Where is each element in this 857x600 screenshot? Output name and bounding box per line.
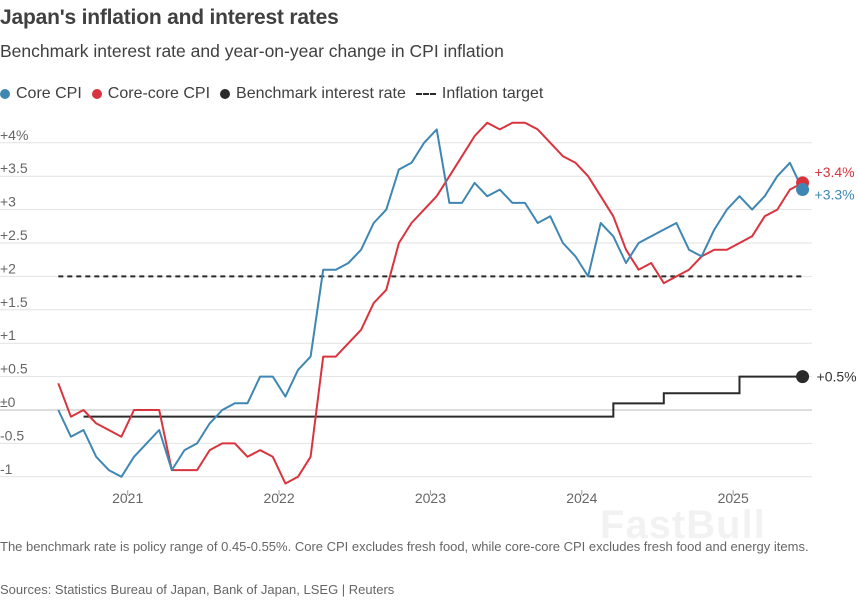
legend-item-benchmark-rate: Benchmark interest rate (220, 85, 406, 103)
legend-item-core-cpi: Core CPI (0, 85, 82, 103)
x-tick-label: 2022 (263, 490, 294, 506)
chart-title: Japan's inflation and interest rates (0, 6, 339, 29)
x-tick-label: 2024 (566, 490, 597, 506)
line-chart: -1 -0.5 ±0 +0.5 +1 +1.5 +2 +2.5 +3 +3.5 +4% 2021 202… (0, 121, 857, 506)
dashed-line-icon (415, 93, 436, 95)
benchmark-rate-dot-icon (220, 89, 231, 99)
legend-label: Benchmark interest rate (236, 85, 406, 102)
core-cpi-end-marker (796, 183, 810, 197)
core-core-cpi-dot-icon (91, 89, 102, 99)
legend-label: Core CPI (16, 85, 82, 102)
legend-item-inflation-target: Inflation target (415, 85, 544, 103)
y-tick-label: +3.5 (0, 160, 28, 176)
chart-subtitle: Benchmark interest rate and year-on-year… (0, 41, 504, 61)
core-core-cpi-end-label: +3.4% (815, 164, 855, 180)
y-tick-label: ±0 (0, 394, 16, 410)
y-tick-label: +1.5 (0, 294, 28, 310)
y-tick-label: +4% (0, 127, 28, 143)
source-credit: Sources: Statistics Bureau of Japan, Ban… (0, 582, 395, 597)
y-tick-label: +2.5 (0, 227, 28, 243)
y-tick-label: +1 (0, 327, 16, 343)
y-tick-label: +0.5 (0, 361, 28, 377)
x-tick-label: 2025 (718, 490, 749, 506)
benchmark-rate-end-label: +0.5% (817, 369, 857, 385)
legend-label: Core-core CPI (107, 85, 211, 102)
core-cpi-line (57, 128, 804, 478)
core-cpi-dot-icon (0, 89, 10, 99)
core-cpi-end-label: +3.3% (815, 187, 855, 203)
y-tick-label: +2 (0, 260, 16, 276)
watermark-logo: FastBull (600, 503, 766, 547)
legend: Core CPI Core-core CPI Benchmark interes… (0, 85, 553, 103)
benchmark-rate-line (83, 375, 803, 418)
y-tick-label: -1 (0, 461, 13, 477)
legend-item-core-core-cpi: Core-core CPI (91, 85, 211, 103)
core-core-cpi-line (57, 121, 804, 485)
y-tick-label: -0.5 (0, 427, 24, 443)
x-tick-label: 2023 (415, 490, 446, 506)
y-tick-label: +3 (0, 194, 16, 210)
benchmark-rate-end-marker (796, 370, 810, 384)
legend-label: Inflation target (441, 85, 544, 102)
footnote: The benchmark rate is policy range of 0.… (0, 539, 809, 554)
x-tick-label: 2021 (112, 490, 143, 506)
